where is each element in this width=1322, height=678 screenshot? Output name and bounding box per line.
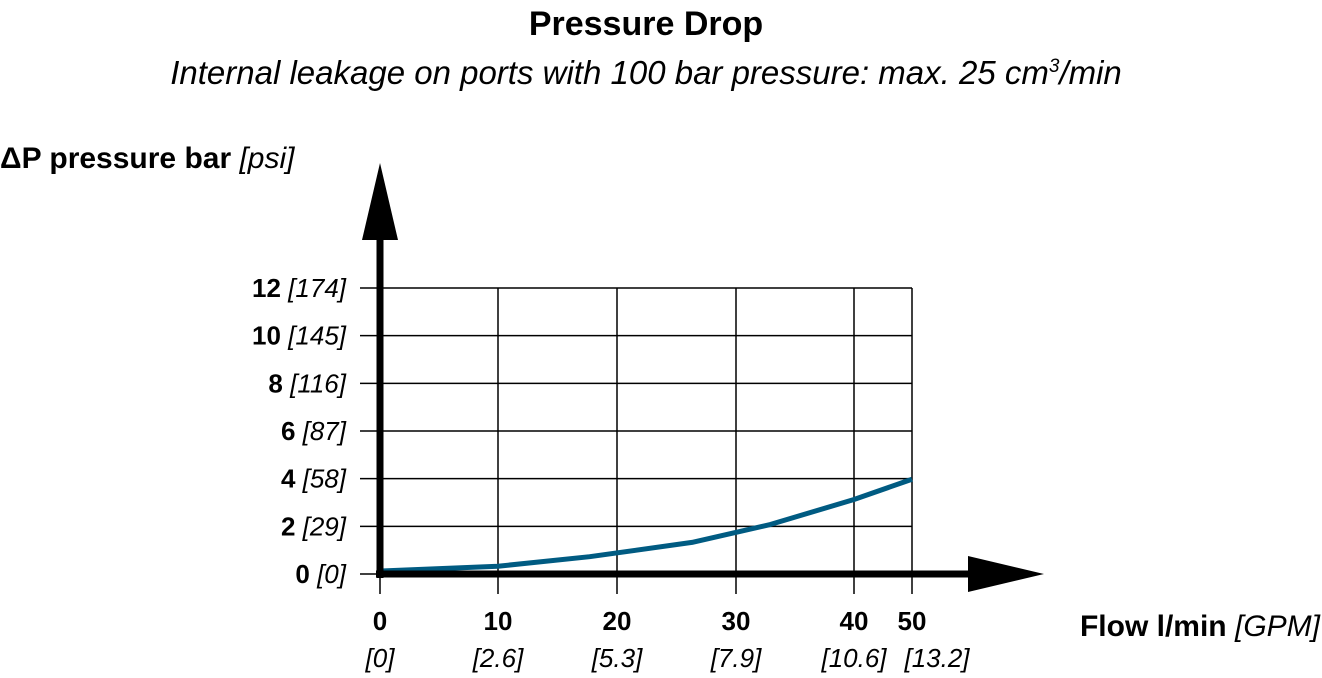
series-line (379, 476, 913, 574)
x-tick-alt-label: [0] (365, 643, 396, 673)
x-tick-alt-label: [13.2] (903, 643, 970, 673)
x-tick-label: 40 (840, 606, 869, 636)
x-tick-alt-label: [5.3] (591, 643, 643, 673)
x-tick-alt-label: [2.6] (472, 643, 524, 673)
y-tick-label: 6 [87] (281, 416, 347, 446)
x-tick-label: 10 (484, 606, 513, 636)
x-tick-label: 30 (722, 606, 751, 636)
y-tick-label: 4 [58] (281, 464, 347, 494)
x-tick-alt-label: [10.6] (820, 643, 887, 673)
y-tick-label: 12 [174] (252, 273, 347, 303)
y-tick-label: 10 [145] (252, 321, 347, 351)
x-axis-arrow-icon (968, 556, 1044, 592)
y-tick-label: 8 [116] (268, 368, 346, 398)
y-axis-arrow-icon (362, 163, 398, 240)
y-tick-label: 2 [29] (281, 511, 347, 541)
x-axis-label: Flow l/min [GPM] (1080, 610, 1321, 643)
chart-subtitle: Internal leakage on ports with 100 bar p… (170, 54, 1122, 91)
chart-title: Pressure Drop (529, 5, 763, 43)
y-axis-label: ΔP pressure bar [psi] (0, 142, 295, 175)
x-tick-alt-label: [7.9] (710, 643, 762, 673)
x-tick-label: 0 (373, 606, 387, 636)
y-tick-label: 0 [0] (295, 559, 346, 589)
x-tick-label: 20 (603, 606, 632, 636)
x-tick-label: 50 (898, 606, 927, 636)
